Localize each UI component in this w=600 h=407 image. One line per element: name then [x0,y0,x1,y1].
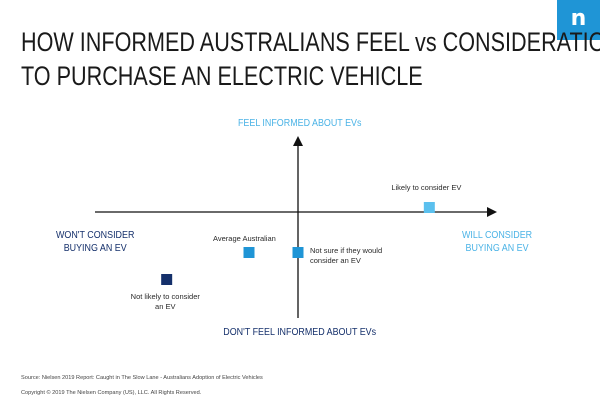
data-point-label-2: Average Australian [213,234,276,244]
data-point-label-3: Not sure if they would consider an EV [310,246,382,266]
data-point-label-line: consider an EV [310,255,361,265]
axis-label-top: FEEL INFORMED ABOUT EVs [237,117,362,129]
axis-label-right-line-1: WILL CONSIDER [462,229,533,241]
footer-copyright: Copyright © 2019 The Nielsen Company (US… [21,390,202,396]
nielsen-logo: n [557,0,600,40]
axis-label-left-line-2: BUYING AN EV [63,242,127,254]
data-point-label-line: Not likely to consider [130,291,200,301]
title-line-2: TO PURCHASE AN ELECTRIC VEHICLE [21,61,423,91]
axis-label-right: WILL CONSIDER BUYING AN EV [462,229,532,255]
data-point-label-line: Average Australian [213,233,276,243]
data-point-3 [292,247,304,258]
data-point-label-4: Not likely to consider an EV [131,292,200,312]
data-point-4 [161,274,173,285]
axis-label-bottom: DON'T FEEL INFORMED ABOUT EVs [223,326,377,338]
data-point-2 [243,247,255,258]
footer-source: Source: Nielsen 2019 Report: Caught in T… [21,375,263,381]
x-axis-arrowhead [487,207,497,217]
axis-label-left-line-1: WON'T CONSIDER [56,229,135,241]
data-point-label-line: Not sure if they would [310,245,383,255]
axis-label-left: WON'T CONSIDER BUYING AN EV [56,229,134,255]
points-layer [161,202,435,285]
page-title: HOW INFORMED AUSTRALIANS FEEL vs CONSIDE… [21,25,600,93]
data-point-label-line: Likely to consider EV [391,182,462,192]
axis-label-right-line-2: BUYING AN EV [465,242,529,254]
y-axis-arrowhead [293,136,303,146]
data-point-label-1: Likely to consider EV [391,183,461,193]
data-point-1 [423,202,435,213]
data-point-label-line: an EV [155,301,176,311]
